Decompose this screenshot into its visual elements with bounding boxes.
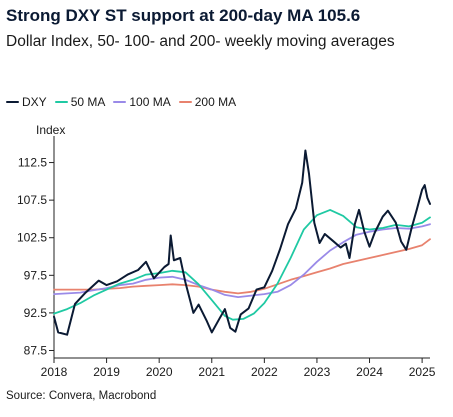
y-tick-label: 107.5 bbox=[17, 193, 47, 207]
legend-label-50ma: 50 MA bbox=[70, 95, 106, 109]
legend-swatch-200ma bbox=[178, 100, 192, 104]
legend-item-dxy: DXY bbox=[6, 95, 47, 109]
x-tick-label: 2025 bbox=[409, 365, 436, 379]
series-line-50ma bbox=[53, 209, 431, 321]
legend-label-100ma: 100 MA bbox=[129, 95, 171, 109]
x-tick-label: 2019 bbox=[93, 365, 120, 379]
chart-title: Strong DXY ST support at 200-day MA 105.… bbox=[6, 6, 361, 25]
series-line-100ma bbox=[53, 223, 431, 298]
y-tick-label: 87.5 bbox=[24, 343, 48, 357]
y-tick-label: 102.5 bbox=[17, 231, 47, 245]
series-line-200ma bbox=[53, 238, 431, 295]
x-tick-label: 2018 bbox=[41, 365, 68, 379]
x-tick-label: 2020 bbox=[146, 365, 173, 379]
legend-item-100ma: 100 MA bbox=[113, 95, 171, 109]
legend-swatch-100ma bbox=[113, 100, 127, 104]
y-tick-label: 92.5 bbox=[24, 306, 48, 320]
legend-item-50ma: 50 MA bbox=[54, 95, 106, 109]
legend-item-200ma: 200 MA bbox=[178, 95, 237, 109]
chart-legend: DXY 50 MA 100 MA 200 MA bbox=[6, 92, 244, 112]
y-tick-label: 112.5 bbox=[18, 156, 47, 170]
legend-swatch-50ma bbox=[54, 100, 68, 104]
legend-label-dxy: DXY bbox=[22, 95, 47, 109]
series-line-dxy bbox=[53, 149, 431, 336]
x-tick-label: 2021 bbox=[198, 365, 225, 379]
x-tick-label: 2024 bbox=[356, 365, 383, 379]
x-tick-label: 2023 bbox=[304, 365, 331, 379]
chart-subtitle: Dollar Index, 50- 100- and 200- weekly m… bbox=[6, 33, 395, 50]
y-axis-label: Index bbox=[36, 123, 65, 137]
y-tick-label: 97.5 bbox=[24, 268, 48, 282]
legend-label-200ma: 200 MA bbox=[194, 95, 237, 109]
chart-source: Source: Convera, Macrobond bbox=[6, 390, 157, 402]
legend-swatch-dxy bbox=[6, 100, 19, 104]
x-tick-label: 2022 bbox=[251, 365, 278, 379]
